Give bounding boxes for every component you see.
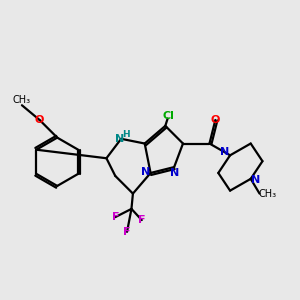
Text: CH₃: CH₃ — [259, 189, 277, 199]
Text: N: N — [251, 175, 261, 185]
Text: N: N — [220, 147, 230, 158]
Text: O: O — [35, 115, 44, 125]
Text: CH₃: CH₃ — [13, 95, 31, 105]
Text: F: F — [123, 227, 131, 237]
Text: F: F — [138, 215, 146, 225]
Text: F: F — [112, 212, 119, 222]
Text: N: N — [115, 134, 124, 144]
Text: Cl: Cl — [163, 111, 175, 122]
Text: H: H — [122, 130, 129, 139]
Text: N: N — [141, 167, 150, 177]
Text: O: O — [211, 115, 220, 125]
Text: N: N — [169, 168, 179, 178]
